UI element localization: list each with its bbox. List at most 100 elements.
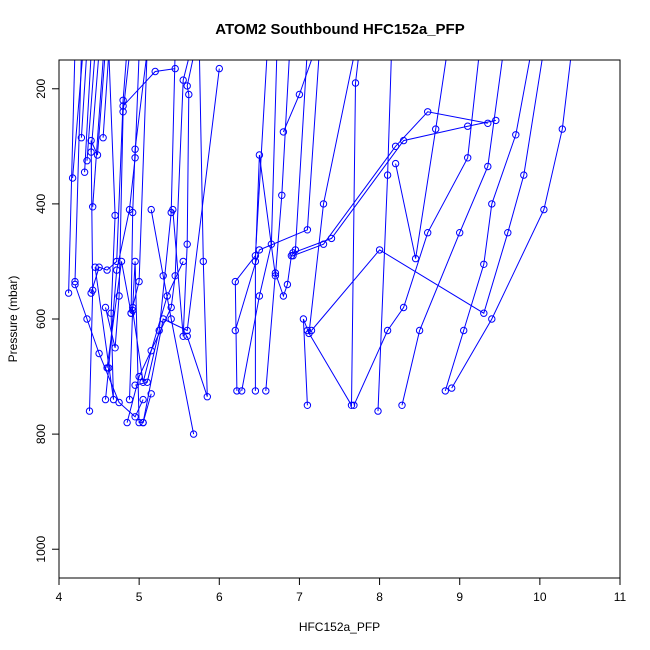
data-point (398, 401, 406, 409)
profile-series (231, 60, 268, 395)
series-line (311, 60, 543, 331)
data-point (484, 119, 492, 128)
data-point (80, 168, 89, 176)
data-point (424, 108, 432, 116)
data-point (424, 229, 432, 237)
series-line (306, 60, 359, 408)
profile-series (147, 205, 198, 438)
data-point (119, 96, 127, 105)
data-point (101, 303, 110, 312)
data-point (464, 154, 472, 162)
data-point (303, 226, 312, 234)
y-tick-label: 200 (34, 78, 48, 98)
y-axis: 200 400 600 800 1000 (34, 78, 60, 563)
series-line (353, 60, 480, 406)
series-line (92, 60, 104, 207)
data-point (139, 418, 147, 427)
data-point (129, 208, 137, 217)
data-point (183, 332, 191, 340)
series-line (134, 60, 176, 386)
series-line (84, 60, 92, 173)
profile-series (80, 60, 92, 176)
profile-series (231, 60, 320, 335)
data-point (119, 108, 127, 116)
x-tick-label: 6 (216, 590, 223, 604)
data-point (233, 387, 241, 395)
data-point (295, 90, 304, 99)
x-tick-label: 9 (456, 590, 463, 604)
data-point (131, 257, 139, 266)
data-point (283, 280, 292, 289)
data-point (171, 64, 179, 73)
x-tick-label: 5 (136, 590, 143, 604)
profile-series (398, 60, 503, 409)
data-point (231, 277, 240, 286)
data-point (115, 398, 123, 407)
profile-series (99, 60, 109, 142)
data-point (101, 395, 110, 404)
data-point (303, 326, 312, 335)
series-line (444, 60, 531, 392)
data-point (350, 401, 358, 409)
series-line (401, 60, 503, 406)
data-point (303, 401, 312, 409)
data-point (103, 364, 111, 372)
data-point (179, 332, 187, 340)
series-line (132, 261, 184, 383)
data-point (488, 200, 496, 208)
data-point (199, 257, 208, 266)
series-line (142, 68, 220, 423)
data-point (383, 171, 392, 179)
data-point (159, 315, 167, 323)
profile-series (374, 60, 392, 415)
profile-series (123, 60, 189, 427)
data-point (279, 292, 288, 300)
profile-series (262, 60, 308, 395)
series-line (186, 60, 208, 397)
chart-title: ATOM2 Southbound HFC152a_PFP (215, 21, 464, 38)
data-point (89, 203, 97, 211)
data-point (183, 82, 191, 90)
data-point (147, 205, 155, 214)
profile-series (169, 60, 194, 340)
series-line (451, 60, 572, 389)
y-tick-label: 400 (34, 194, 48, 214)
data-point (215, 64, 224, 73)
series-line (150, 209, 195, 435)
data-point (123, 418, 131, 427)
profile-series (299, 60, 354, 409)
data-point (95, 263, 103, 271)
series-line (102, 60, 109, 138)
series-line (292, 119, 496, 254)
data-point (307, 326, 316, 335)
profile-series (289, 116, 500, 257)
data-point (504, 229, 512, 237)
x-axis-label: HFC152a_PFP (299, 620, 380, 634)
data-point (131, 413, 139, 421)
profile-series (68, 60, 83, 182)
data-point (278, 191, 286, 200)
plot-frame (58, 59, 621, 579)
series-line (90, 60, 99, 153)
data-point (87, 289, 95, 297)
data-point (520, 171, 528, 179)
data-point (255, 151, 264, 159)
series-line (377, 60, 392, 412)
y-tick-label: 1000 (34, 536, 48, 563)
series-line (282, 60, 313, 133)
data-point (415, 326, 424, 335)
data-point (238, 387, 246, 395)
data-point (374, 407, 382, 415)
data-point (255, 292, 264, 300)
data-point (91, 263, 99, 271)
data-point (255, 246, 264, 254)
series-line (74, 60, 82, 282)
plot-area (64, 60, 572, 438)
series-line (292, 111, 488, 257)
data-point (480, 260, 488, 268)
data-point (183, 326, 191, 335)
x-tick-label: 4 (56, 590, 63, 604)
data-point (139, 395, 147, 404)
data-point (83, 157, 91, 165)
